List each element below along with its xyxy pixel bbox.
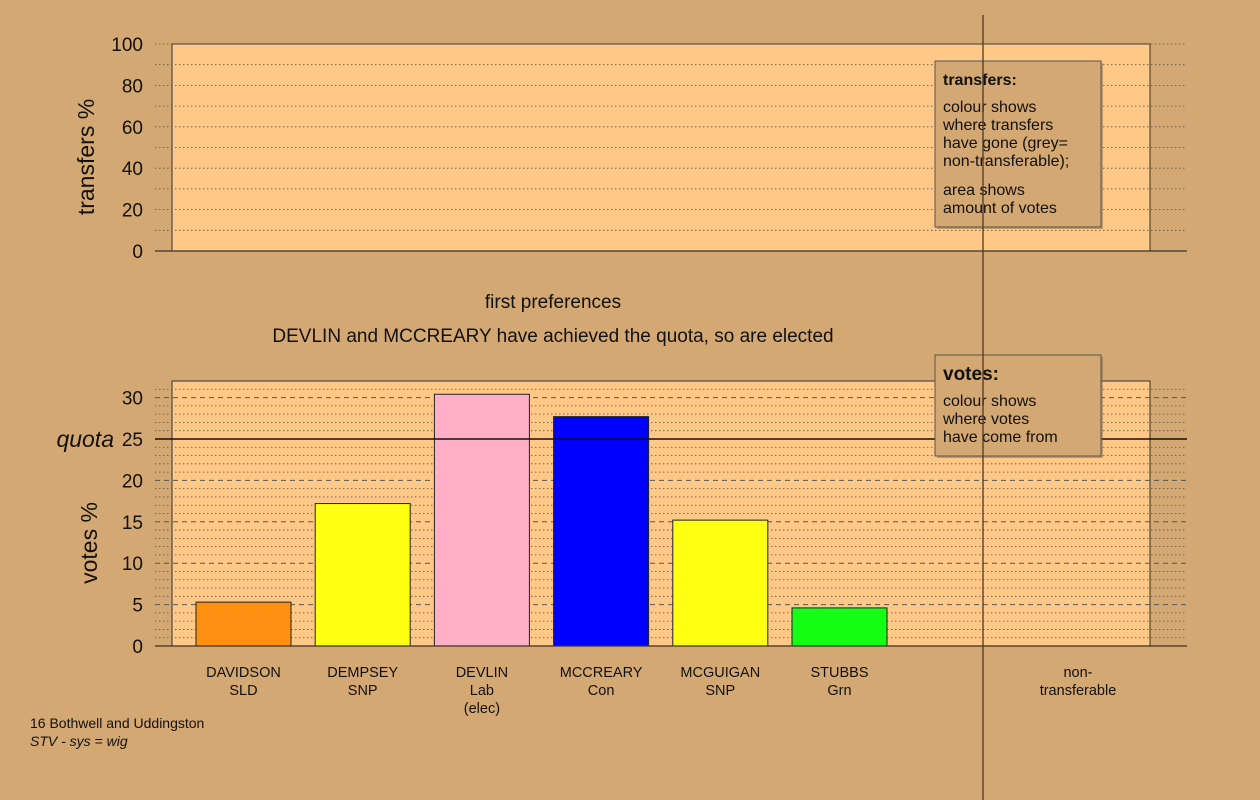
bar-davidson <box>195 601 292 647</box>
transfers-y-tick-label: 0 <box>132 242 143 263</box>
candidate-party: SNP <box>348 683 378 699</box>
votes-legend-line-3: have come from <box>943 429 1058 446</box>
bar-stubbs <box>791 607 888 647</box>
transfers-legend-line-3: have gone (grey= <box>943 135 1068 152</box>
transfers-y-tick-label: 40 <box>122 159 143 180</box>
transfers-y-tick-label: 100 <box>111 35 143 56</box>
transfers-legend: transfers: colour shows where transfers … <box>934 60 1103 229</box>
votes-y-tick-label: 20 <box>122 471 143 492</box>
candidate-status: (elec) <box>464 701 500 717</box>
candidate-name: DEMPSEY <box>327 665 398 681</box>
transfers-y-tick-label: 20 <box>122 201 143 222</box>
bar-devlin <box>433 393 530 647</box>
transfers-y-tick-label: 60 <box>122 118 143 139</box>
chart-title: first preferences <box>485 292 621 313</box>
votes-legend-line-1: colour shows <box>943 393 1036 410</box>
transfers-legend-line-2: where transfers <box>942 117 1053 134</box>
transfers-legend-line-1: colour shows <box>943 99 1036 116</box>
candidate-name: MCGUIGAN <box>680 665 760 681</box>
non-transferable-label-line-2: transferable <box>1040 683 1117 699</box>
candidate-name: MCCREARY <box>560 665 643 681</box>
votes-y-ticks: 0 5 10 15 20 25 30 <box>122 389 143 658</box>
system-label: STV - sys = wig <box>30 733 128 749</box>
transfers-y-ticks: 0 20 40 60 80 100 <box>111 35 143 263</box>
votes-legend-title: votes: <box>943 364 999 385</box>
votes-y-tick-label: 15 <box>122 513 143 534</box>
transfers-legend-line-5: area shows <box>943 182 1025 199</box>
candidate-name: DEVLIN <box>456 665 508 681</box>
votes-legend-line-2: where votes <box>942 411 1029 428</box>
candidate-name: DAVIDSON <box>206 665 281 681</box>
votes-y-tick-label: 5 <box>132 596 143 617</box>
votes-y-axis-title: votes % <box>76 502 102 584</box>
transfers-legend-title: transfers: <box>943 72 1017 89</box>
candidate-party: Grn <box>827 683 851 699</box>
transfers-legend-line-4: non-transferable); <box>943 153 1069 170</box>
candidate-party: Lab <box>470 683 494 699</box>
votes-chart: quota 0 5 10 15 20 25 30 votes % DAVIDSON SLD DE… <box>56 380 1187 717</box>
non-transferable-label-line-1: non- <box>1063 665 1092 681</box>
votes-bars <box>195 393 888 647</box>
votes-y-tick-label: 10 <box>122 554 143 575</box>
bar-mccreary <box>553 416 650 647</box>
candidate-labels: DAVIDSON SLD DEMPSEY SNP DEVLIN Lab (elec) MCCR… <box>206 665 868 717</box>
transfers-y-tick-label: 80 <box>122 76 143 97</box>
votes-y-tick-label: 25 <box>122 430 143 451</box>
transfers-legend-line-6: amount of votes <box>943 200 1057 217</box>
candidate-party: SLD <box>229 683 257 699</box>
votes-legend: votes: colour shows where votes have com… <box>934 354 1103 458</box>
transfers-y-axis-title: transfers % <box>73 99 99 215</box>
candidate-party: Con <box>588 683 615 699</box>
chart-subtitle: DEVLIN and MCCREARY have achieved the qu… <box>272 326 833 347</box>
votes-y-tick-label: 0 <box>132 637 143 658</box>
votes-y-tick-label: 30 <box>122 389 143 410</box>
quota-label: quota <box>56 426 114 452</box>
bar-mcguigan <box>672 519 769 647</box>
constituency-label: 16 Bothwell and Uddingston <box>30 715 204 731</box>
candidate-name: STUBBS <box>810 665 868 681</box>
transfers-legend-box <box>934 60 1102 228</box>
bar-dempsey <box>314 503 411 647</box>
votes-legend-box <box>934 354 1102 457</box>
candidate-party: SNP <box>705 683 735 699</box>
